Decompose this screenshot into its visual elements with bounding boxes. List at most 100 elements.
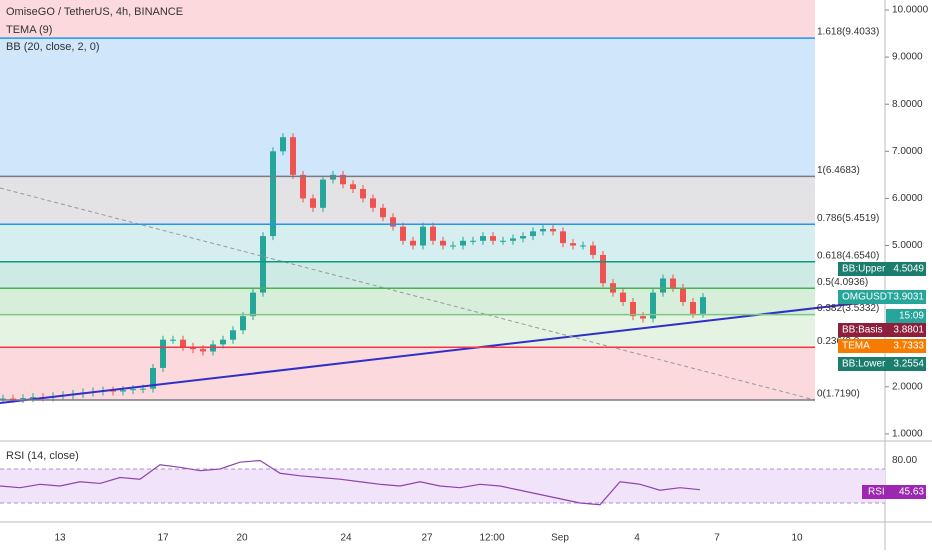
candle [360, 188, 366, 199]
fib-band [0, 288, 815, 315]
candle [570, 243, 576, 246]
time-tick-label: 7 [714, 533, 720, 544]
trend-line-dashed [0, 187, 816, 401]
candle [530, 231, 536, 237]
candle [20, 398, 26, 400]
candle [620, 292, 626, 303]
candle [470, 240, 476, 242]
candle [480, 236, 486, 241]
price-tick-label: 2.0000 [892, 381, 923, 392]
candle [280, 137, 286, 152]
candle [510, 238, 516, 241]
fib-band [0, 0, 815, 39]
candle [410, 240, 416, 246]
candle [120, 390, 126, 392]
time-tick-label: 20 [236, 533, 248, 544]
time-tick-label: 24 [340, 533, 352, 544]
fib-label: 0.786(5.4519) [817, 213, 879, 224]
price-tick-label: 7.0000 [892, 146, 923, 157]
candle [460, 240, 466, 246]
rsi-line [0, 459, 701, 506]
candle [680, 287, 686, 303]
fib-label: 0(1.7190) [817, 389, 860, 400]
fib-band [0, 224, 815, 262]
badge-name: BB:Basis [842, 325, 883, 336]
price-badge [838, 323, 926, 337]
fib-label: 0.618(4.6540) [817, 250, 879, 261]
time-tick-label: 17 [157, 533, 169, 544]
candle [140, 388, 146, 390]
candle [520, 236, 526, 239]
candle [550, 229, 556, 232]
price-badge [838, 357, 926, 371]
candle [660, 278, 666, 293]
candle [380, 207, 386, 218]
candle [450, 245, 456, 247]
candle [260, 236, 266, 293]
badge-value: 3.8801 [893, 325, 924, 336]
candle [330, 174, 336, 180]
candle [270, 151, 276, 237]
price-tick-label: 6.0000 [892, 193, 923, 204]
fib-label: 1.618(9.4033) [817, 27, 879, 38]
candle [150, 367, 156, 389]
candle [170, 339, 176, 341]
price-badge [838, 262, 926, 276]
candle [320, 179, 326, 208]
fib-label: 0.5(4.0936) [817, 277, 868, 288]
rsi-badge-value: 45.63 [899, 487, 924, 498]
candle [500, 240, 506, 242]
candle [700, 297, 706, 314]
candle [180, 339, 186, 347]
time-tick-label: Sep [551, 533, 569, 544]
time-tick-label: 27 [421, 533, 433, 544]
candle [290, 137, 296, 175]
candle [400, 226, 406, 241]
badge-value: 4.5049 [893, 264, 924, 275]
fib-band [0, 261, 815, 289]
price-tick-label: 10.0000 [892, 5, 929, 16]
fib-band [0, 38, 815, 177]
price-tick-label: 5.0000 [892, 240, 923, 251]
price-tick-label: 9.0000 [892, 52, 923, 63]
badge-name: BB:Upper [842, 264, 886, 275]
candle [300, 174, 306, 199]
badge-name: BB:Lower [842, 359, 886, 370]
rsi-badge-name: RSI [868, 487, 885, 498]
candle [560, 231, 566, 244]
fib-label: 0.382(3.5332) [817, 303, 879, 314]
candle [30, 397, 36, 399]
price-tick-label: 1.0000 [892, 429, 923, 440]
candle [670, 278, 676, 288]
candle [340, 174, 346, 185]
candle [10, 398, 16, 400]
rsi-tick-label: 80.00 [892, 455, 917, 466]
trend-line [0, 299, 886, 404]
candle [590, 245, 596, 255]
price-badge [886, 309, 926, 323]
fib-label: 1(6.4683) [817, 165, 860, 176]
candle [160, 339, 166, 368]
badge-name: TEMA [842, 341, 870, 352]
candle [230, 330, 236, 340]
study-label: BB (20, close, 2, 0) [6, 41, 100, 53]
time-tick-label: 12:00 [479, 533, 504, 544]
candle [110, 390, 116, 392]
candle [200, 349, 206, 352]
candle [130, 389, 136, 391]
candle [430, 226, 436, 241]
candle [630, 302, 636, 317]
candle [650, 292, 656, 319]
symbol-title: OmiseGO / TetherUS, 4h, BINANCE [6, 6, 183, 18]
candle [0, 398, 6, 400]
candle [370, 198, 376, 208]
candle [240, 316, 246, 331]
candle [690, 302, 696, 314]
candle [350, 184, 356, 189]
badge-value: 3.9031 [893, 292, 924, 303]
candle [540, 229, 546, 232]
candle [600, 254, 606, 284]
candle [390, 217, 396, 227]
badge-name: OMGUSDT [842, 292, 893, 303]
